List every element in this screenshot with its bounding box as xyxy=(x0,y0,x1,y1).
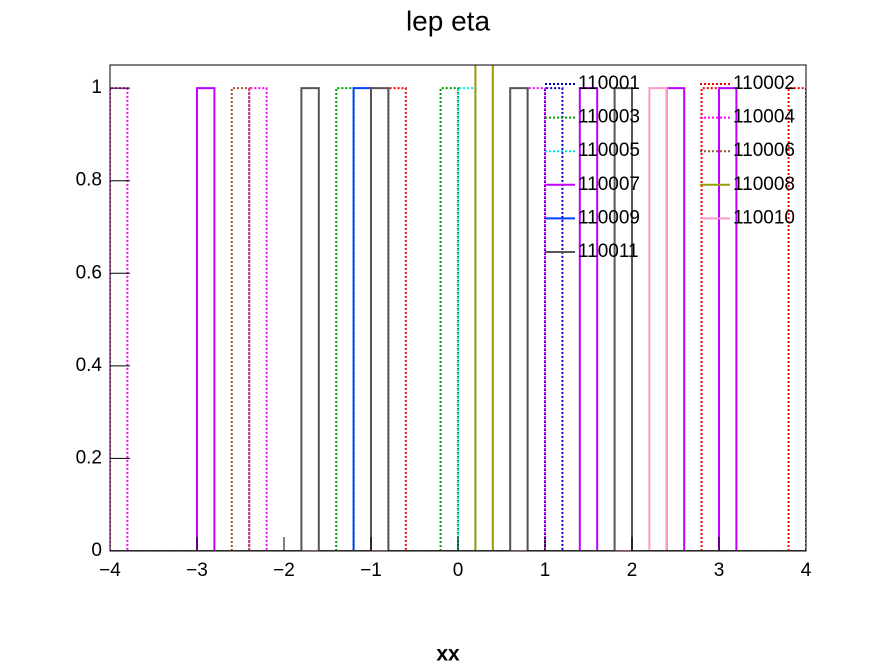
x-tick-label: 3 xyxy=(714,560,725,581)
histogram-bin xyxy=(196,87,216,551)
x-tick-label: 2 xyxy=(627,560,638,581)
x-tick-label: −4 xyxy=(99,560,121,581)
plot-area xyxy=(110,65,806,551)
histogram-bin xyxy=(578,87,599,551)
legend-label: 110006 xyxy=(733,140,795,161)
histogram-bin xyxy=(300,87,320,551)
x-tick-label: 1 xyxy=(540,560,551,581)
histogram-bin xyxy=(648,87,668,551)
y-tick-label: 0 xyxy=(91,540,102,561)
legend-label: 110009 xyxy=(578,207,640,228)
histogram-bin xyxy=(613,87,633,551)
histogram-bin xyxy=(509,87,529,551)
histogram-bin xyxy=(718,87,738,551)
legend-label: 110005 xyxy=(578,140,640,161)
x-tick-label: −3 xyxy=(186,560,208,581)
y-tick-label: 0.2 xyxy=(76,447,102,468)
x-tick-label: 0 xyxy=(453,560,464,581)
legend-label: 110002 xyxy=(733,73,795,94)
x-tick-label: −2 xyxy=(273,560,295,581)
histogram-bin xyxy=(474,65,494,551)
y-tick-label: 0.4 xyxy=(76,355,103,376)
y-tick-label: 0.6 xyxy=(76,262,102,283)
histogram-bin xyxy=(370,87,390,551)
y-tick-label: 0.8 xyxy=(76,170,102,191)
x-tick-label: 4 xyxy=(801,560,812,581)
legend-label: 110001 xyxy=(578,73,640,94)
legend-label: 110007 xyxy=(578,174,640,195)
y-tick-label: 1 xyxy=(91,77,102,98)
legend-label: 110011 xyxy=(578,241,639,262)
legend-label: 110008 xyxy=(733,174,795,195)
x-tick-label: −1 xyxy=(360,560,382,581)
legend-label: 110004 xyxy=(733,107,795,128)
legend-label: 110003 xyxy=(578,107,640,128)
chart-title: lep eta xyxy=(406,5,490,36)
x-axis-label: xx xyxy=(436,643,460,666)
legend-label: 110010 xyxy=(733,207,795,228)
